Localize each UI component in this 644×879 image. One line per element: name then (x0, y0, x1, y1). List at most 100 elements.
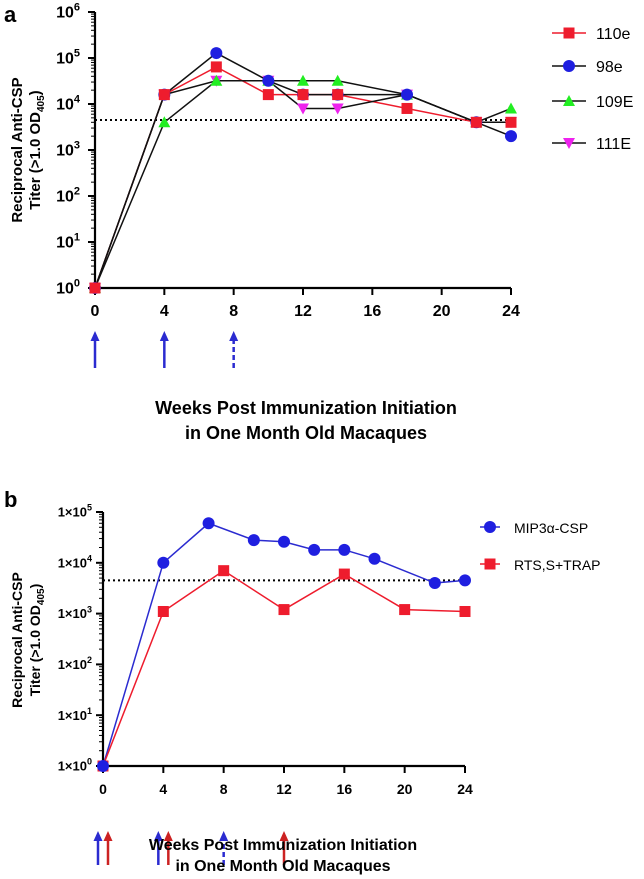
data-point-110e (332, 89, 344, 101)
x-tick-label: 0 (91, 303, 100, 320)
series-line-RTS,S+TRAP (102, 569, 466, 767)
y-tick-label: 1×101 (58, 706, 92, 723)
x-tick-label: 8 (229, 303, 238, 320)
x-axis-label-line1: Weeks Post Immunization Initiation (149, 837, 417, 854)
x-tick-label: 16 (337, 781, 353, 797)
x-tick-label: 20 (433, 303, 451, 320)
x-tick-label: 16 (363, 303, 381, 320)
legend-marker (563, 27, 575, 39)
immunization-arrow-head (90, 331, 100, 341)
legend-label: 111E (596, 136, 631, 153)
data-point-109E (505, 102, 517, 114)
y-tick-label: 105 (56, 47, 80, 67)
data-point-RTS,S+TRAP (278, 604, 290, 616)
y-tick-label: 102 (56, 185, 80, 205)
data-point-MIP3α-CSP (247, 534, 260, 547)
immunization-arrow-head (93, 831, 103, 841)
data-point-98e (505, 130, 517, 143)
x-tick-label: 4 (160, 303, 169, 320)
legend-marker (484, 558, 496, 570)
x-tick-label: 24 (457, 781, 473, 797)
immunization-arrow (219, 831, 229, 865)
x-axis-label-line2: in One Month Old Macaques (175, 858, 390, 875)
data-point-98e (401, 88, 413, 101)
immunization-arrow (93, 831, 103, 865)
x-tick-label: 20 (397, 781, 413, 797)
y-tick-label: 104 (56, 93, 81, 113)
data-point-MIP3α-CSP (308, 543, 321, 556)
series-line-MIP3α-CSP (102, 522, 466, 767)
immunization-arrow-head (159, 331, 169, 341)
immunization-arrow (90, 331, 100, 368)
data-point-110e (401, 102, 413, 114)
data-point-110e (262, 89, 274, 101)
data-point-109E (210, 74, 223, 86)
x-axis-label-line1: Weeks Post Immunization Initiation (155, 398, 457, 418)
legend-label: RTS,S+TRAP (514, 557, 601, 573)
immunization-arrow (163, 831, 173, 865)
immunization-arrow (103, 831, 113, 865)
y-tick-label: 1×103 (58, 604, 92, 621)
x-tick-label: 24 (502, 303, 520, 320)
y-tick-label: 101 (56, 231, 80, 251)
data-point-MIP3α-CSP (97, 760, 109, 772)
data-point-111E (297, 103, 309, 115)
y-tick-label: 1×102 (58, 655, 92, 672)
y-tick-label: 1×100 (58, 757, 92, 774)
data-point-109E (331, 74, 344, 86)
x-tick-label: 8 (220, 781, 228, 797)
data-point-110e (210, 61, 222, 73)
legend-label: 110e (596, 26, 631, 43)
immunization-arrow (279, 831, 289, 865)
y-tick-label: 103 (56, 139, 80, 159)
data-point-109E (297, 74, 309, 86)
immunization-arrow (153, 831, 163, 865)
panel-label: b (4, 487, 17, 512)
chart-panel-b: b 1×100 1×101 1×102 1×103 1×104 1×105 0 4 8 12 16 20… (4, 487, 601, 875)
legend-item: MIP3α-CSP (480, 520, 588, 536)
y-tick-label: 1×105 (58, 503, 92, 520)
data-point-110e (505, 116, 517, 128)
data-point-RTS,S+TRAP (459, 605, 471, 617)
data-point-MIP3α-CSP (278, 535, 290, 548)
legend-marker (563, 60, 575, 72)
data-point-98e (262, 74, 275, 87)
panel-label: a (4, 2, 17, 27)
x-tick-label: 4 (159, 781, 167, 797)
data-point-RTS,S+TRAP (338, 568, 350, 580)
legend-item: 110e (552, 26, 631, 43)
legend-marker (563, 95, 575, 106)
series-line-98e (94, 52, 512, 289)
immunization-arrow (229, 331, 239, 368)
data-point-110e (158, 89, 170, 101)
y-axis-label: Reciprocal Anti-CSPTiter (>1.0 OD405) (9, 77, 47, 222)
data-point-MIP3α-CSP (202, 517, 215, 530)
data-point-MIP3α-CSP (338, 543, 351, 556)
legend-marker (484, 521, 496, 533)
chart-panel-a: a 100 101 102 103 104 105 106 0 4 8 12 16 20 24 Recipro… (4, 1, 633, 443)
x-tick-label: 0 (99, 781, 107, 797)
legend-marker (563, 138, 575, 149)
data-point-109E (158, 116, 171, 128)
immunization-arrow-head (219, 831, 229, 841)
data-point-MIP3α-CSP (459, 574, 471, 587)
immunization-arrow (159, 331, 169, 368)
legend-item: RTS,S+TRAP (480, 557, 601, 573)
legend-label: 98e (596, 59, 623, 76)
data-point-MIP3α-CSP (157, 556, 170, 569)
data-point-MIP3α-CSP (428, 577, 441, 590)
data-point-110e (470, 116, 482, 128)
immunization-arrow-head (153, 831, 163, 841)
data-point-MIP3α-CSP (368, 552, 381, 565)
data-point-RTS,S+TRAP (218, 565, 230, 577)
legend-item: 98e (552, 59, 623, 76)
immunization-arrow-head (163, 831, 173, 841)
immunization-arrow-head (103, 831, 113, 841)
legend-label: MIP3α-CSP (514, 520, 588, 536)
immunization-arrow-head (279, 831, 289, 841)
x-tick-label: 12 (276, 781, 292, 797)
data-point-110e (297, 89, 309, 101)
y-tick-label: 100 (56, 277, 80, 297)
data-point-110e (89, 282, 101, 294)
